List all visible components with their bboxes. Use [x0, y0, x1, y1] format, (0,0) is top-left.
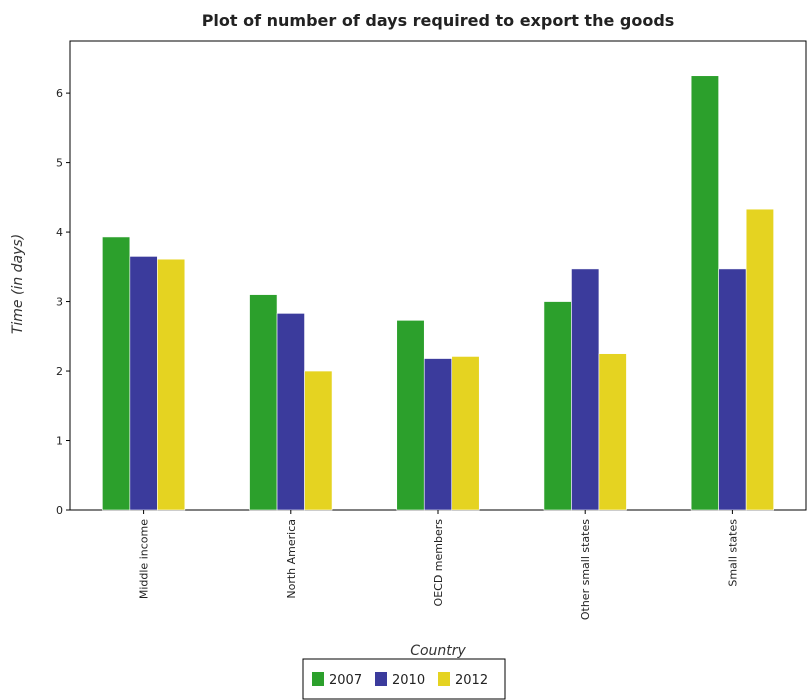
bar-2010-1 — [276, 313, 305, 511]
bar-2012-1 — [304, 370, 333, 511]
legend-box — [302, 658, 506, 700]
bar-2007-1 — [249, 294, 278, 511]
x-axis-ticks: Middle income North America OECD members Ot… — [138, 510, 739, 620]
bar-2010-3 — [571, 268, 600, 511]
bar-2007-4 — [690, 75, 719, 511]
y-tick-label: 0 — [56, 504, 63, 517]
x-tick-label: Other small states — [579, 519, 592, 620]
x-tick-label: OECD members — [432, 519, 445, 607]
legend-swatch-2012 — [438, 672, 450, 686]
bar-2012-0 — [157, 258, 186, 511]
y-tick-label: 3 — [56, 296, 63, 309]
y-tick-label: 4 — [56, 226, 63, 239]
y-tick-label: 6 — [56, 87, 63, 100]
y-axis-label: Time (in days) — [10, 234, 26, 334]
x-tick-label: North America — [285, 519, 298, 599]
legend-label-2007: 2007 — [329, 673, 362, 688]
legend-label-2012: 2012 — [455, 673, 488, 688]
bar-2012-3 — [598, 353, 627, 511]
bar-2010-2 — [423, 358, 453, 511]
bar-2010-0 — [129, 256, 158, 511]
bar-2007-3 — [543, 301, 572, 511]
x-axis-label: Country — [410, 643, 466, 659]
bar-2007-2 — [396, 320, 425, 511]
y-tick-label: 2 — [56, 365, 63, 378]
bar-2012-2 — [451, 356, 480, 511]
legend: 2007 2010 2012 — [302, 658, 506, 700]
bars-group — [102, 75, 774, 511]
y-axis-ticks: 0 1 2 3 4 5 6 — [56, 87, 70, 517]
bar-2010-4 — [718, 268, 747, 511]
legend-swatch-2007 — [312, 672, 324, 686]
bar-2007-0 — [102, 236, 131, 511]
x-tick-label: Middle income — [138, 519, 151, 599]
y-tick-label: 1 — [56, 435, 63, 448]
bar-2012-4 — [745, 208, 774, 511]
legend-label-2010: 2010 — [392, 673, 425, 688]
legend-swatch-2010 — [375, 672, 387, 686]
y-tick-label: 5 — [56, 157, 63, 170]
chart-title: Plot of number of days required to expor… — [202, 11, 675, 30]
x-tick-label: Small states — [726, 519, 739, 587]
